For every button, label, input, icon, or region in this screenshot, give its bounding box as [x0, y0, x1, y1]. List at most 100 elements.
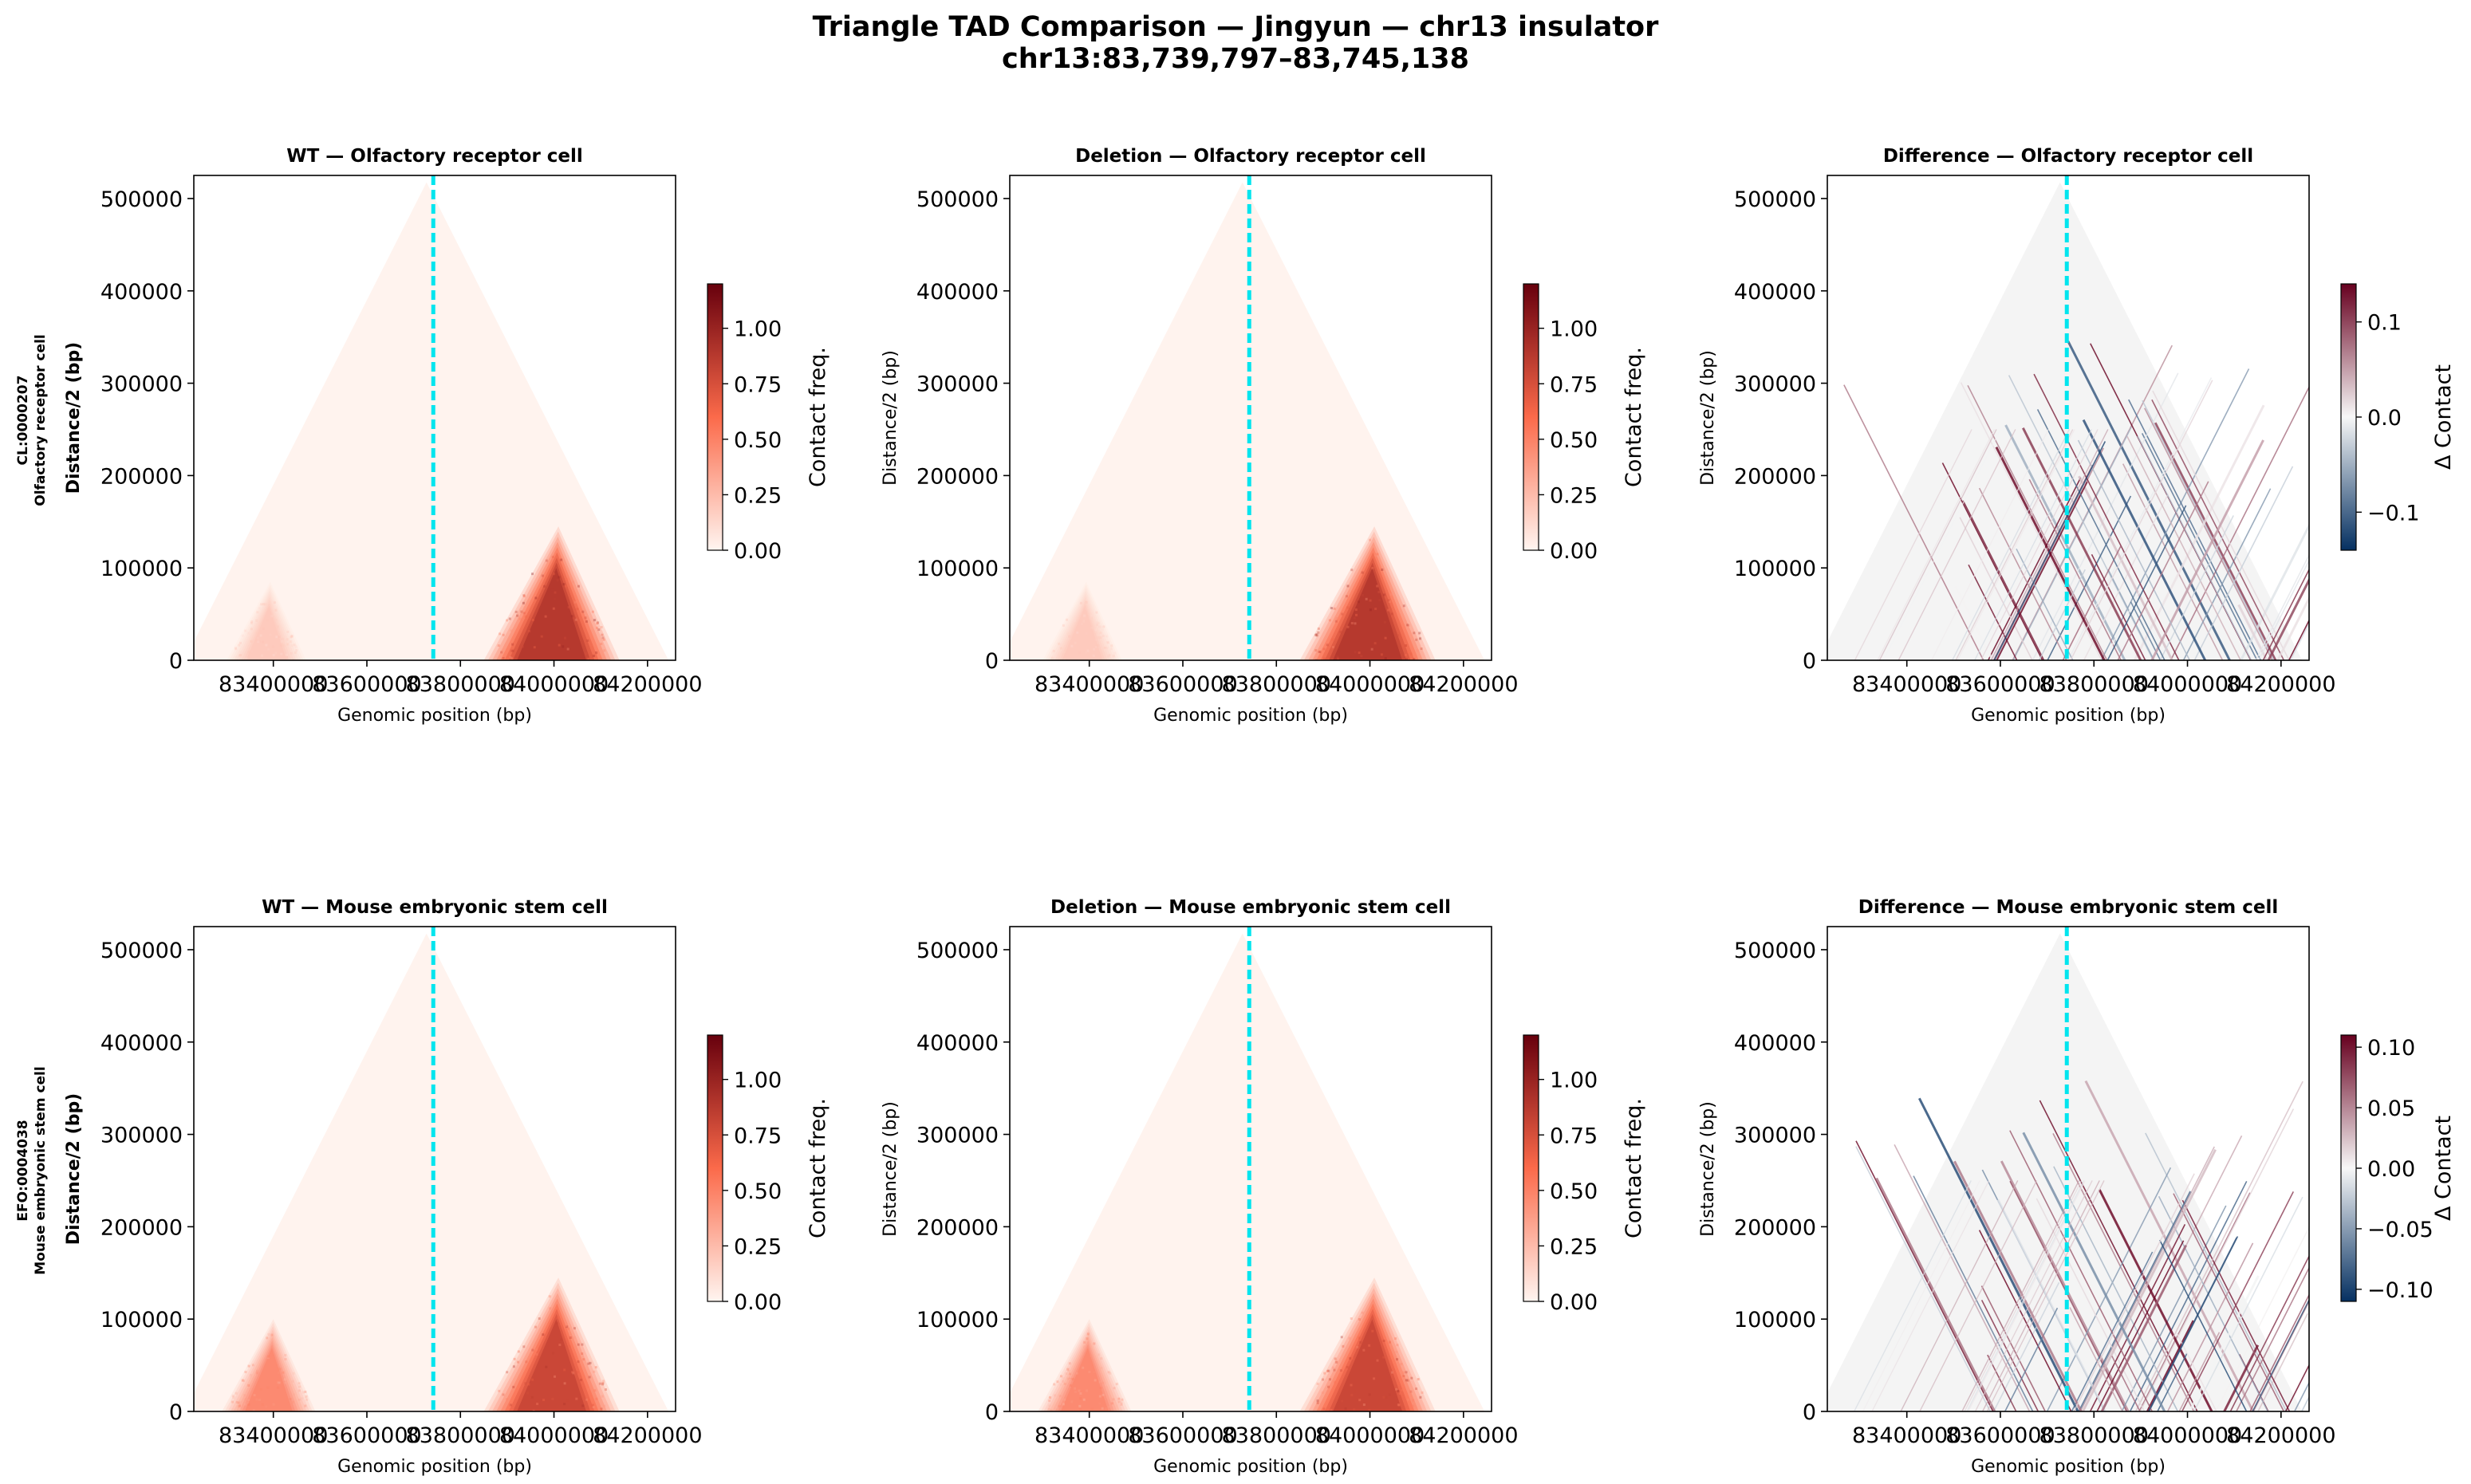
- contact-speckle: [1058, 642, 1061, 645]
- contact-speckle: [1361, 1311, 1364, 1314]
- contact-speckle: [1071, 1377, 1074, 1380]
- contact-speckle: [594, 1366, 597, 1369]
- contact-speckle: [244, 1398, 247, 1401]
- diff-stripe: [2078, 475, 2173, 660]
- contact-speckle: [569, 1336, 572, 1339]
- contact-speckle: [282, 644, 286, 648]
- contact-speckle: [1351, 1357, 1354, 1360]
- contact-speckle: [1098, 1353, 1101, 1356]
- y-tick-label: 500000: [916, 939, 999, 963]
- contact-speckle: [1112, 1398, 1115, 1401]
- contact-speckle: [1404, 653, 1407, 656]
- diff-stripe: [2176, 1332, 2217, 1411]
- contact-speckle: [262, 648, 266, 651]
- contact-speckle: [231, 1400, 234, 1403]
- contact-speckle: [234, 1391, 238, 1395]
- panel-title: Difference — Olfactory receptor cell: [1883, 146, 2253, 167]
- contact-speckle: [1058, 1395, 1062, 1398]
- diff-stripe: [2255, 553, 2309, 660]
- contact-speckle: [284, 1353, 287, 1356]
- contact-speckle: [582, 1358, 585, 1361]
- contact-speckle: [540, 635, 543, 638]
- contact-speckle: [1374, 554, 1377, 557]
- contact-speckle: [237, 1405, 240, 1408]
- x-tick-label: 84000000: [2133, 672, 2242, 697]
- tad-domain-1-layer: [1062, 606, 1103, 660]
- diff-stripe: [2215, 1226, 2309, 1411]
- figure-title-line2: chr13:83,739,797–83,745,138: [1002, 43, 1469, 75]
- contact-speckle: [1322, 1378, 1325, 1381]
- diff-stripe: [1959, 517, 2033, 660]
- contact-speckle: [1348, 1336, 1351, 1340]
- diff-stripe: [1982, 1180, 2100, 1411]
- contact-speckle: [260, 603, 263, 606]
- y-tick-label: 300000: [916, 1124, 999, 1148]
- diff-stripe: [2016, 548, 2074, 660]
- contact-speckle: [522, 1345, 526, 1348]
- contact-speckle: [551, 555, 554, 558]
- contact-speckle: [502, 656, 505, 659]
- contact-speckle: [533, 646, 536, 649]
- tad-domain-1-layer: [1060, 1348, 1109, 1411]
- colorbar-tick-label: 0.75: [734, 372, 782, 397]
- diff-stripe: [2046, 1167, 2172, 1411]
- contact-speckle: [1390, 612, 1393, 616]
- contact-speckle: [293, 644, 296, 647]
- y-tick-label: 500000: [1734, 187, 1816, 212]
- contact-speckle: [284, 1381, 287, 1384]
- y-tick-label: 200000: [1734, 1215, 1816, 1240]
- diff-stripe: [2079, 1146, 2215, 1411]
- contact-speckle: [278, 636, 281, 639]
- contact-speckle: [245, 657, 248, 660]
- contact-speckle: [505, 1398, 508, 1401]
- contact-speckle: [1070, 644, 1074, 648]
- panel-wt-olfactory: WT — Olfactory receptor cell 834000008360…: [64, 146, 830, 726]
- contact-speckle: [1358, 651, 1361, 655]
- contact-speckle: [1322, 657, 1326, 660]
- diff-stripe: [2077, 439, 2190, 660]
- contact-speckle: [1065, 1372, 1068, 1376]
- contact-speckle: [1121, 1398, 1124, 1401]
- contact-speckle: [1346, 585, 1350, 588]
- contact-speckle: [266, 1355, 270, 1358]
- diff-stripe: [2138, 1192, 2251, 1411]
- diff-stripe: [2067, 377, 2213, 660]
- contact-triangle: [1010, 182, 1485, 660]
- contact-speckle: [1096, 644, 1099, 647]
- contact-speckle: [291, 1380, 294, 1383]
- diff-stripe: [2144, 407, 2273, 660]
- colorbar-tick-label: 0.75: [734, 1124, 782, 1148]
- diff-stripe: [2047, 495, 2132, 660]
- x-tick-label: 84000000: [1315, 672, 1425, 697]
- contact-speckle: [1411, 1404, 1414, 1407]
- contact-speckle: [1050, 656, 1054, 659]
- x-tick-label: 83800000: [2039, 672, 2149, 697]
- contact-speckle: [1396, 1344, 1399, 1347]
- diff-stripe: [2089, 1224, 2186, 1411]
- colorbar: [2340, 1034, 2357, 1302]
- diff-stripe: [2182, 488, 2272, 660]
- contact-speckle: [1058, 656, 1062, 659]
- colorbar-tick-label: 1.00: [1550, 1069, 1598, 1093]
- contact-speckle: [1062, 624, 1065, 627]
- contact-speckle: [601, 636, 605, 640]
- y-tick-label: 500000: [100, 939, 183, 963]
- diff-stripe: [1980, 1299, 2039, 1411]
- contact-speckle: [262, 627, 265, 630]
- contact-triangle: [1010, 933, 1485, 1411]
- diff-stripe: [2249, 1293, 2309, 1411]
- diff-stripe: [2069, 1307, 2123, 1411]
- x-tick-label: 84000000: [1315, 1423, 1425, 1448]
- axes-frame: [1009, 926, 1492, 1412]
- contact-speckle: [600, 626, 603, 629]
- contact-speckle: [250, 1374, 253, 1377]
- contact-speckle: [1090, 615, 1093, 618]
- contact-speckle: [589, 1394, 592, 1397]
- colorbar-tick-label: 0.50: [1550, 1179, 1598, 1204]
- contact-speckle: [573, 1327, 576, 1330]
- contact-speckle: [549, 1307, 552, 1310]
- contact-speckle: [273, 601, 276, 604]
- contact-speckle: [536, 1403, 539, 1406]
- contact-speckle: [1328, 1378, 1331, 1381]
- contact-speckle: [1054, 654, 1057, 657]
